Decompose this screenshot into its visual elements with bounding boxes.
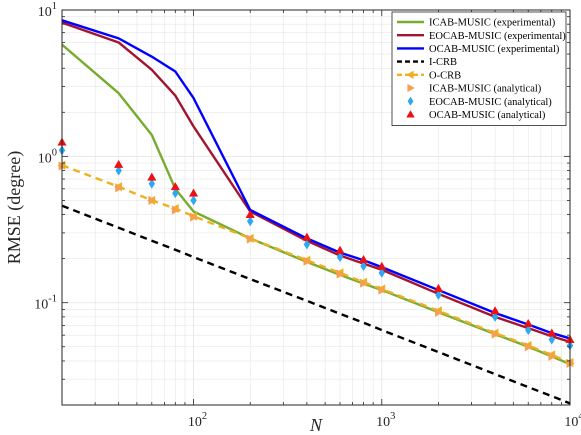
- legend-item: OCAB-MUSIC (analytical): [406, 110, 546, 121]
- series-6: [58, 145, 574, 351]
- data-point: [336, 251, 344, 263]
- data-point: [524, 342, 533, 352]
- data-point: [525, 324, 532, 336]
- legend-label: ICAB-MUSIC (analytical): [429, 84, 542, 95]
- data-point: [435, 289, 442, 301]
- legend-marker-swatch: [406, 70, 414, 80]
- data-point: [115, 165, 122, 176]
- series-line: [62, 204, 570, 405]
- legend-marker-swatch: [407, 96, 414, 106]
- y-tick-label: 10-1: [34, 294, 57, 313]
- data-point: [170, 182, 180, 191]
- data-point: [358, 254, 369, 264]
- data-point: [303, 256, 312, 266]
- legend-item: EOCAB-MUSIC (analytical): [407, 96, 552, 108]
- data-point: [190, 212, 199, 222]
- legend-item: OCAB-MUSIC (experimental): [397, 44, 560, 55]
- data-point: [377, 261, 387, 270]
- legend-marker-swatch: [407, 83, 415, 93]
- legend-item: ICAB-MUSIC (analytical): [407, 83, 542, 95]
- data-point: [147, 172, 157, 181]
- data-point: [303, 239, 311, 250]
- data-point: [188, 188, 199, 197]
- legend-label: EOCAB-MUSIC (experimental): [429, 31, 566, 42]
- data-point: [491, 311, 499, 322]
- data-point: [114, 159, 124, 168]
- data-point: [58, 161, 67, 171]
- y-axis-label: RMSE (degree): [4, 151, 25, 264]
- data-point: [548, 351, 557, 361]
- data-point: [523, 318, 533, 327]
- legend-label: OCAB-MUSIC (experimental): [429, 44, 560, 55]
- data-point: [115, 183, 124, 193]
- data-point: [335, 245, 345, 254]
- data-point: [360, 260, 367, 272]
- x-tick-label: 104: [564, 411, 581, 430]
- data-point: [246, 216, 254, 227]
- legend-marker-swatch: [406, 110, 415, 118]
- data-point: [245, 209, 255, 218]
- series-5: [58, 161, 575, 369]
- legend-item: ICAB-MUSIC (experimental): [397, 18, 556, 29]
- data-point: [148, 178, 156, 189]
- data-point: [490, 306, 500, 315]
- data-point: [190, 195, 197, 206]
- legend-box: [391, 11, 567, 126]
- plot-frame: [61, 9, 571, 406]
- series-layer: [57, 19, 575, 405]
- legend-item: I-CRB: [397, 57, 457, 68]
- y-tick-label: 100: [38, 147, 57, 166]
- series-7: [57, 137, 575, 343]
- data-point: [302, 232, 312, 241]
- data-point: [360, 278, 369, 288]
- data-point: [171, 205, 181, 215]
- legend-label: I-CRB: [429, 57, 457, 68]
- legend-label: EOCAB-MUSIC (analytical): [429, 97, 552, 108]
- data-point: [548, 334, 555, 345]
- legend-label: OCAB-MUSIC (analytical): [429, 110, 546, 121]
- y-tick-label: 101: [38, 1, 57, 20]
- data-point: [491, 329, 500, 339]
- axis-ticks: 102 103 104 10-1 100 101: [34, 1, 581, 430]
- data-point: [172, 188, 179, 199]
- data-point: [378, 285, 387, 295]
- data-point: [378, 267, 386, 278]
- data-point: [148, 195, 157, 206]
- legend-item: EOCAB-MUSIC (experimental): [397, 31, 566, 42]
- legend: ICAB-MUSIC (experimental) EOCAB-MUSIC (ex…: [391, 11, 567, 126]
- legend-label: ICAB-MUSIC (experimental): [429, 18, 556, 29]
- data-point: [246, 234, 255, 244]
- data-point: [433, 283, 444, 292]
- legend-item: O-CRB: [397, 70, 461, 81]
- data-point: [547, 328, 557, 337]
- data-point: [336, 269, 345, 279]
- x-tick-label: 102: [188, 411, 207, 430]
- series-3: [62, 204, 570, 405]
- legend-label: O-CRB: [429, 70, 461, 81]
- x-axis-label: N: [309, 415, 323, 435]
- data-point: [435, 307, 444, 317]
- x-tick-label: 103: [376, 411, 395, 430]
